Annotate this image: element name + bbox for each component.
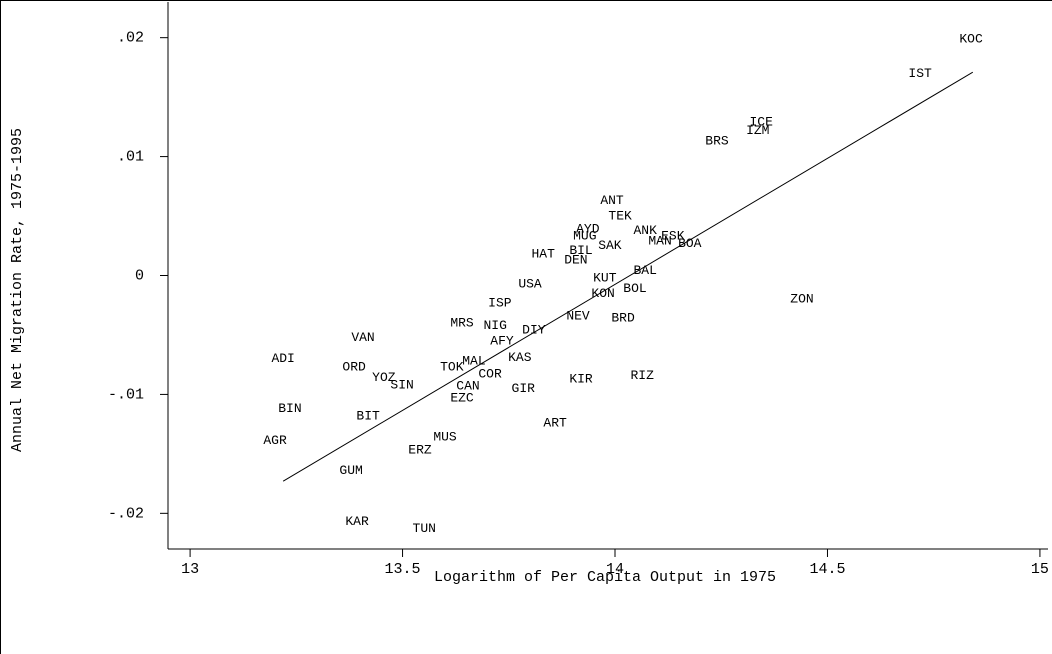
- point-label: BIL: [569, 243, 592, 258]
- fit-line: [282, 71, 974, 482]
- point-label: NIG: [483, 318, 506, 333]
- point-label: BIT: [356, 408, 380, 423]
- y-tick-label: -.01: [108, 386, 144, 403]
- point-label: YOZ: [372, 370, 396, 385]
- x-axis-title: Logarithm of Per Capita Output in 1975: [434, 569, 776, 586]
- point-label: CAN: [456, 379, 479, 394]
- point-label: SAK: [598, 238, 622, 253]
- y-tick-label: -.02: [108, 505, 144, 522]
- point-label: GIR: [512, 381, 536, 396]
- point-label: ZON: [790, 292, 813, 307]
- point-label: AGR: [263, 433, 287, 448]
- x-tick-label: 14.5: [809, 561, 845, 578]
- point-label: MUG: [573, 229, 596, 244]
- point-label: KOC: [959, 31, 983, 46]
- point-label: MRS: [450, 316, 474, 331]
- point-label: BRD: [611, 311, 635, 326]
- y-tick-label: 0: [135, 267, 144, 284]
- point-label: RIZ: [631, 368, 655, 383]
- point-label: IST: [908, 66, 932, 81]
- point-label: ADI: [271, 351, 294, 366]
- point-label: ANT: [600, 193, 624, 208]
- point-label: BOL: [623, 281, 646, 296]
- point-label: ESK: [661, 229, 685, 244]
- y-tick-label: .02: [117, 30, 144, 47]
- point-label: ICE: [749, 115, 773, 130]
- point-label: TUN: [413, 521, 436, 536]
- point-label: AFY: [490, 333, 514, 348]
- point-label: DEN: [564, 252, 587, 267]
- point-label: IZM: [746, 123, 769, 138]
- point-label: BOA: [678, 236, 702, 251]
- point-label: KON: [591, 286, 614, 301]
- point-label: BIN: [278, 401, 301, 416]
- point-label: BRS: [705, 134, 729, 149]
- x-tick-label: 13: [181, 561, 199, 578]
- point-label: VAN: [351, 330, 374, 345]
- point-label: KAR: [345, 514, 369, 529]
- point-label: KAS: [508, 350, 532, 365]
- point-label: HAT: [531, 247, 555, 262]
- point-label: SIN: [390, 377, 413, 392]
- x-tick-label: 15: [1031, 561, 1049, 578]
- y-tick-label: .01: [117, 149, 144, 166]
- point-label: KIR: [569, 371, 593, 386]
- point-label: GUM: [339, 463, 362, 478]
- point-label: MUS: [433, 430, 457, 445]
- x-tick-label: 14: [606, 561, 624, 578]
- point-label: MAN: [648, 233, 671, 248]
- point-label: USA: [518, 276, 542, 291]
- point-label: DIY: [522, 323, 546, 338]
- point-label: TEK: [608, 208, 632, 223]
- point-label: ERZ: [408, 443, 432, 458]
- point-label: ANK: [633, 223, 657, 238]
- point-label: AYD: [576, 222, 600, 237]
- point-label: NEV: [566, 308, 590, 323]
- x-tick-label: 13.5: [385, 561, 421, 578]
- point-label: ISP: [488, 295, 512, 310]
- point-label: TOK: [440, 360, 464, 375]
- point-label: ORD: [342, 360, 366, 375]
- point-label: EZC: [450, 390, 474, 405]
- point-label: KUT: [593, 270, 617, 285]
- point-label: BAL: [633, 263, 656, 278]
- point-label: COR: [478, 367, 502, 382]
- point-label: ART: [543, 415, 567, 430]
- y-axis-title: Annual Net Migration Rate, 1975-1995: [9, 128, 26, 452]
